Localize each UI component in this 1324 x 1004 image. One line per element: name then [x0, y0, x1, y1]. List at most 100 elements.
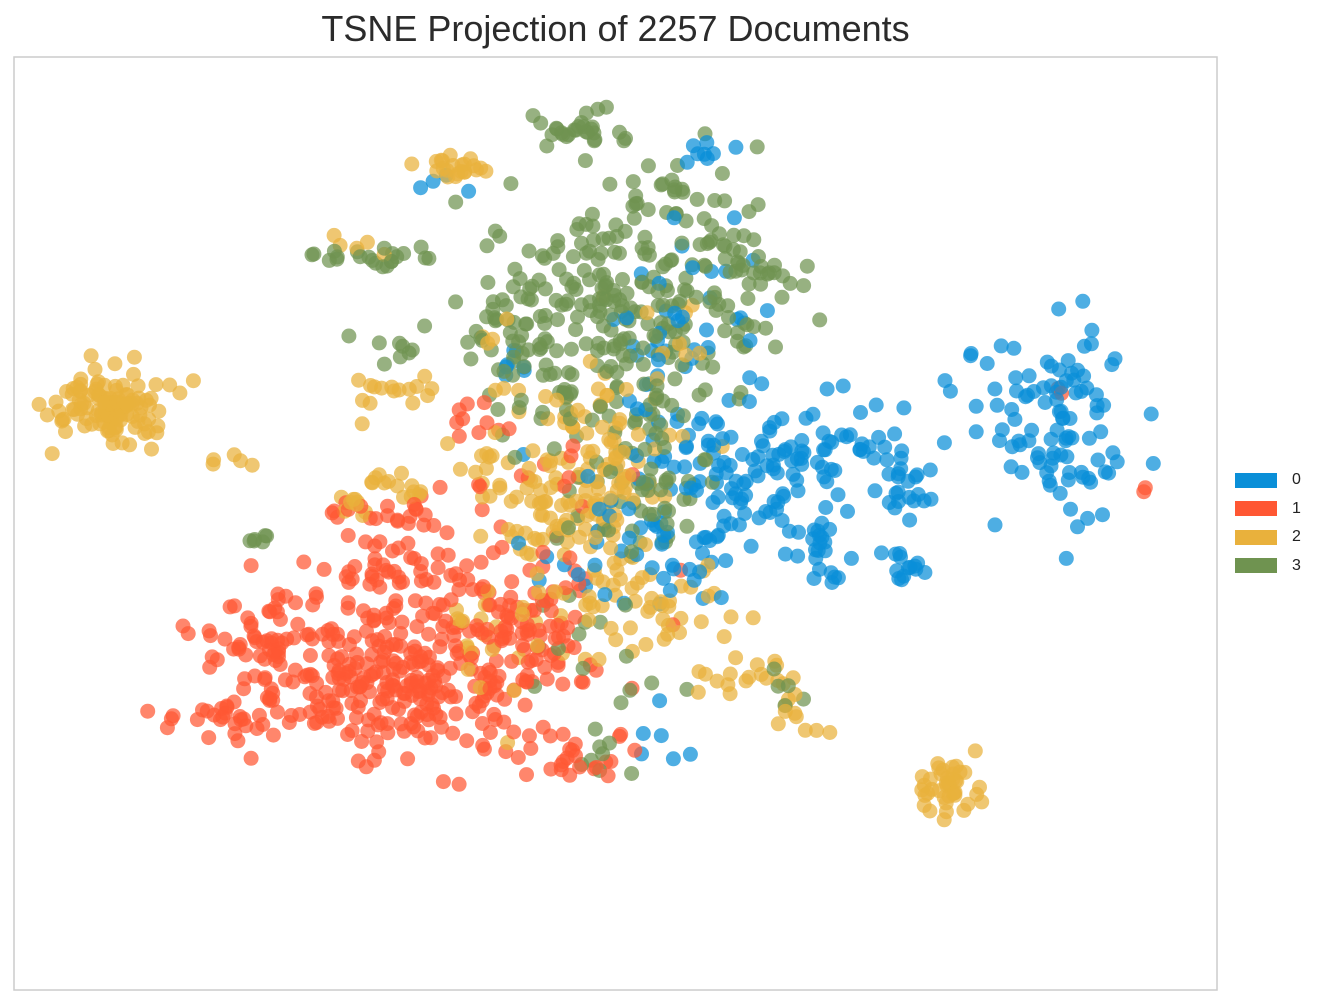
- point-series-0: [816, 442, 832, 458]
- point-series-3: [601, 735, 617, 751]
- point-series-1: [306, 715, 322, 731]
- point-series-1: [180, 626, 196, 642]
- point-series-2: [124, 408, 140, 424]
- point-series-2: [108, 419, 124, 435]
- point-series-2: [130, 378, 146, 394]
- point-series-1: [296, 554, 312, 570]
- point-series-0: [728, 473, 744, 489]
- point-series-1: [406, 497, 422, 512]
- point-series-1: [535, 544, 551, 560]
- point-series-2: [107, 378, 123, 394]
- point-series-3: [614, 298, 630, 314]
- point-series-0: [1083, 336, 1099, 352]
- point-series-0: [652, 693, 668, 709]
- point-series-3: [796, 278, 812, 294]
- point-series-2: [107, 356, 123, 372]
- point-series-2: [126, 366, 141, 382]
- point-series-1: [272, 612, 288, 627]
- point-series-0: [1055, 410, 1071, 426]
- point-series-3: [618, 130, 633, 146]
- point-series-2: [474, 448, 489, 464]
- point-series-0: [747, 463, 763, 479]
- point-series-0: [968, 424, 984, 440]
- point-series-1: [451, 776, 467, 792]
- point-series-2: [570, 402, 586, 418]
- point-series-2: [172, 385, 188, 401]
- point-series-1: [547, 631, 563, 647]
- point-series-2: [492, 480, 508, 496]
- point-series-2: [741, 669, 757, 685]
- point-series-1: [360, 610, 376, 626]
- point-series-2: [624, 580, 640, 596]
- point-series-2: [547, 584, 563, 600]
- point-series-3: [578, 216, 594, 232]
- point-series-2: [455, 613, 471, 629]
- point-series-1: [159, 720, 175, 736]
- point-series-1: [517, 697, 533, 713]
- legend-swatch: [1235, 529, 1277, 545]
- point-series-3: [775, 268, 791, 284]
- point-series-3: [640, 158, 656, 174]
- point-series-3: [746, 232, 762, 248]
- point-series-1: [340, 600, 356, 616]
- point-series-1: [489, 687, 505, 703]
- point-series-3: [534, 248, 550, 264]
- point-series-2: [150, 418, 166, 434]
- point-series-3: [565, 249, 581, 265]
- point-series-2: [630, 427, 646, 442]
- point-series-1: [486, 706, 502, 722]
- point-series-3: [622, 682, 638, 698]
- point-series-0: [461, 183, 477, 199]
- point-series-0: [644, 560, 660, 576]
- point-series-1: [416, 517, 432, 533]
- point-series-1: [360, 723, 376, 739]
- point-series-3: [533, 340, 549, 356]
- point-series-1: [488, 653, 504, 669]
- point-series-2: [126, 349, 142, 365]
- point-series-1: [439, 525, 455, 541]
- point-series-3: [636, 376, 652, 392]
- point-series-2: [585, 443, 601, 459]
- point-series-3: [707, 193, 723, 208]
- point-series-1: [378, 605, 394, 621]
- point-series-2: [568, 493, 584, 509]
- point-series-1: [288, 595, 303, 611]
- point-series-0: [711, 458, 727, 474]
- point-series-1: [251, 707, 267, 723]
- point-series-2: [922, 771, 938, 787]
- point-series-3: [376, 356, 392, 372]
- point-series-3: [596, 266, 611, 282]
- point-series-3: [663, 253, 679, 268]
- point-series-3: [749, 139, 765, 155]
- point-series-1: [379, 691, 395, 707]
- point-series-0: [1039, 354, 1055, 370]
- point-series-0: [1021, 368, 1037, 384]
- point-series-1: [262, 693, 278, 708]
- point-series-0: [893, 549, 908, 565]
- point-series-1: [388, 655, 404, 671]
- point-series-2: [405, 395, 421, 411]
- point-series-1: [519, 767, 534, 783]
- point-series-2: [351, 372, 367, 388]
- point-series-1: [567, 609, 583, 625]
- point-series-1: [600, 768, 616, 784]
- point-series-3: [666, 182, 682, 198]
- point-series-0: [726, 210, 742, 226]
- point-series-2: [608, 632, 624, 648]
- point-series-0: [814, 515, 830, 531]
- point-series-2: [916, 797, 932, 813]
- legend-item-1: 1: [1235, 495, 1301, 524]
- point-series-3: [624, 766, 640, 781]
- point-series-2: [453, 164, 469, 179]
- point-series-1: [217, 631, 233, 647]
- point-series-0: [827, 463, 843, 478]
- point-series-2: [535, 507, 550, 523]
- point-series-0: [777, 546, 793, 562]
- point-series-3: [603, 464, 618, 480]
- point-series-3: [480, 275, 496, 290]
- point-series-0: [890, 466, 906, 482]
- point-series-2: [822, 725, 838, 740]
- point-series-2: [417, 368, 433, 384]
- point-series-1: [344, 723, 360, 739]
- point-series-0: [654, 536, 670, 552]
